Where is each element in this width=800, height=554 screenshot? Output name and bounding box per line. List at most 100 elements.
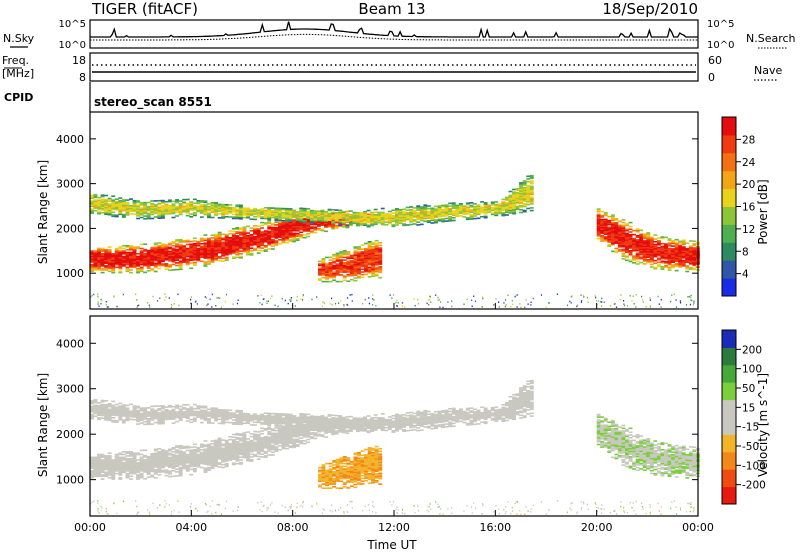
velocity-cell bbox=[221, 444, 226, 447]
velocity-cell bbox=[164, 470, 169, 473]
power-cell bbox=[391, 216, 396, 218]
velocity-cell bbox=[132, 470, 137, 472]
velocity-cell bbox=[317, 433, 321, 436]
power-cell bbox=[150, 250, 155, 253]
velocity-cell bbox=[114, 410, 119, 413]
velocity-cell bbox=[136, 417, 140, 420]
power-cell bbox=[150, 204, 155, 206]
power-cell bbox=[263, 230, 268, 232]
velocity-cell bbox=[465, 418, 470, 421]
velocity-cell bbox=[395, 423, 399, 425]
power-cell bbox=[214, 259, 218, 261]
power-cell bbox=[366, 219, 371, 221]
velocity-cell bbox=[97, 456, 101, 459]
power-cell bbox=[121, 258, 126, 260]
power-cell bbox=[192, 207, 197, 210]
power-cell bbox=[90, 270, 94, 273]
power-cell bbox=[348, 222, 353, 224]
power-cell bbox=[143, 258, 148, 260]
velocity-cell bbox=[434, 424, 438, 427]
power-cell bbox=[295, 228, 300, 231]
velocity-cell bbox=[192, 403, 197, 406]
power-cell bbox=[278, 213, 282, 215]
velocity-cell bbox=[132, 466, 137, 468]
power-cell bbox=[160, 202, 165, 204]
power-cell bbox=[129, 271, 133, 274]
velocity-cell bbox=[182, 452, 187, 455]
velocity-cell bbox=[100, 453, 105, 456]
power-cell bbox=[380, 207, 385, 210]
velocity-cell bbox=[171, 459, 176, 461]
power-cell bbox=[139, 208, 144, 211]
velocity-cell bbox=[387, 428, 392, 431]
velocity-cell bbox=[231, 443, 236, 445]
velocity-cell bbox=[178, 447, 183, 450]
velocity-cell bbox=[302, 431, 307, 434]
velocity-cell bbox=[160, 456, 165, 458]
velocity-cell bbox=[391, 424, 396, 427]
power-cell bbox=[231, 213, 236, 216]
power-cell bbox=[207, 239, 211, 241]
velocity-cell bbox=[231, 423, 236, 425]
velocity-cell bbox=[203, 444, 208, 446]
power-cell bbox=[267, 219, 272, 221]
velocity-cell bbox=[118, 409, 123, 412]
power-cell bbox=[157, 246, 162, 248]
velocity-cell bbox=[178, 409, 183, 412]
velocity-cell bbox=[380, 422, 385, 425]
velocity-cell bbox=[139, 466, 144, 468]
velocity-cell bbox=[370, 423, 375, 426]
power-cell bbox=[295, 226, 300, 228]
velocity-cell bbox=[281, 432, 286, 435]
power-cell bbox=[199, 252, 204, 254]
velocity-cell bbox=[129, 478, 133, 480]
velocity-cell bbox=[377, 417, 382, 419]
velocity-cell bbox=[160, 464, 165, 466]
velocity-cell bbox=[171, 475, 176, 478]
velocity-cell bbox=[437, 420, 442, 422]
velocity-cell bbox=[231, 452, 236, 455]
velocity-cell bbox=[288, 416, 293, 418]
velocity-cell bbox=[175, 460, 179, 462]
power-cell bbox=[288, 235, 293, 237]
velocity-cell bbox=[448, 413, 453, 415]
velocity-cell bbox=[90, 416, 94, 419]
velocity-cell bbox=[398, 419, 403, 422]
power-cell bbox=[483, 203, 488, 206]
velocity-cell bbox=[402, 423, 406, 426]
power-cell bbox=[171, 200, 176, 203]
power-cell bbox=[242, 241, 247, 243]
velocity-cell bbox=[281, 447, 286, 450]
power-cell bbox=[263, 238, 268, 240]
velocity-cell bbox=[185, 462, 190, 464]
velocity-cell bbox=[267, 423, 272, 426]
power-cell bbox=[139, 269, 144, 271]
scatter-layer bbox=[90, 174, 700, 516]
velocity-cell bbox=[150, 469, 155, 471]
power-cell bbox=[228, 245, 233, 247]
velocity-cell bbox=[164, 455, 169, 458]
velocity-cell bbox=[203, 471, 208, 474]
velocity-cell bbox=[256, 433, 261, 436]
velocity-cell bbox=[412, 412, 417, 415]
power-cell bbox=[391, 212, 396, 214]
power-cell bbox=[434, 220, 438, 222]
velocity-cell bbox=[210, 460, 215, 463]
velocity-cell bbox=[111, 412, 116, 415]
velocity-cell bbox=[249, 417, 254, 419]
velocity-cell bbox=[451, 422, 456, 425]
velocity-cell bbox=[228, 452, 233, 454]
velocity-cell bbox=[402, 416, 406, 419]
velocity-cell bbox=[97, 404, 101, 407]
power-cell bbox=[228, 216, 233, 218]
power-cell bbox=[93, 193, 98, 196]
power-cell bbox=[325, 263, 329, 265]
velocity-cell bbox=[118, 408, 123, 410]
power-cell bbox=[207, 205, 211, 208]
velocity-cell bbox=[228, 457, 233, 460]
power-cell bbox=[143, 207, 148, 209]
velocity-cell bbox=[246, 413, 250, 415]
velocity-cell bbox=[224, 450, 229, 453]
velocity-cell bbox=[239, 446, 243, 449]
velocity-cell bbox=[118, 466, 123, 468]
